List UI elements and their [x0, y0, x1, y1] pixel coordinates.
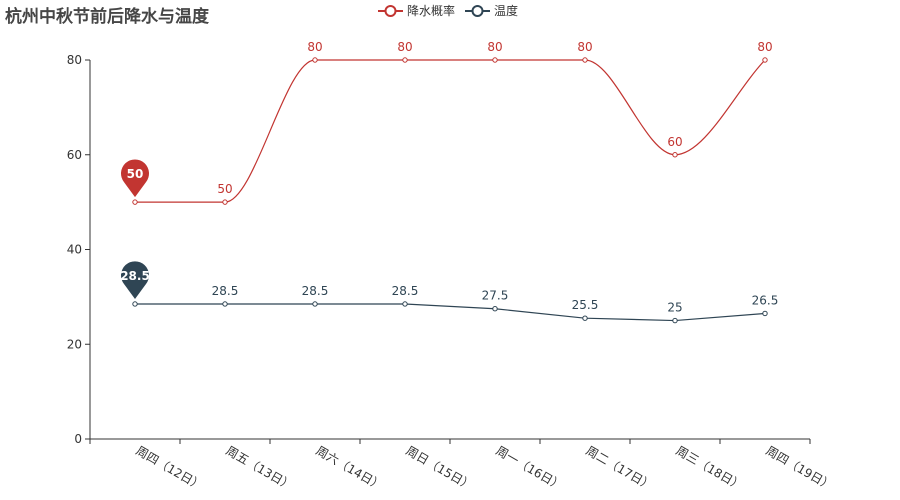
- data-label: 26.5: [752, 293, 779, 307]
- x-tick-label: 周五（13日）: [224, 443, 296, 493]
- y-tick-label: 0: [74, 432, 82, 446]
- legend-temperature-icon: [465, 4, 491, 17]
- legend: 降水概率 温度: [378, 2, 518, 19]
- data-point[interactable]: [672, 152, 678, 158]
- legend-item-temperature[interactable]: 温度: [465, 2, 518, 19]
- markpoint-pin[interactable]: [121, 261, 150, 299]
- data-point[interactable]: [762, 310, 768, 317]
- data-point[interactable]: [582, 57, 588, 63]
- data-label: 50: [217, 182, 232, 196]
- data-point[interactable]: [132, 199, 138, 205]
- data-label: 25.5: [572, 298, 599, 312]
- data-point[interactable]: [492, 57, 498, 63]
- data-label: 80: [487, 40, 502, 54]
- data-point[interactable]: [492, 306, 498, 312]
- x-tick-label: 周六（14日）: [314, 443, 386, 493]
- chart-title: 杭州中秋节前后降水与温度: [5, 7, 209, 27]
- legend-label-precipitation: 降水概率: [407, 4, 456, 18]
- data-point[interactable]: [132, 301, 138, 307]
- data-label: 28.5: [212, 284, 239, 298]
- data-label: 28.5: [302, 284, 329, 298]
- data-point[interactable]: [762, 57, 768, 63]
- series-line-0: [135, 59, 766, 203]
- y-tick-label: 60: [67, 148, 82, 162]
- x-tick-label: 周四（12日）: [134, 443, 206, 493]
- data-label: 80: [307, 40, 322, 54]
- data-point[interactable]: [582, 315, 588, 321]
- legend-item-precipitation[interactable]: 降水概率: [378, 2, 455, 19]
- data-label: 25: [667, 301, 682, 315]
- data-point[interactable]: [312, 301, 318, 307]
- data-point[interactable]: [222, 199, 228, 205]
- series-line-1: [135, 303, 766, 322]
- y-tick-label: 40: [67, 243, 82, 257]
- x-tick-label: 周三（18日）: [674, 443, 746, 493]
- y-tick-label: 80: [67, 53, 82, 67]
- data-label: 27.5: [482, 289, 509, 303]
- x-tick-label: 周一（16日）: [494, 443, 566, 493]
- markpoint-pin[interactable]: [121, 159, 150, 198]
- data-point[interactable]: [402, 57, 408, 63]
- markpoint-label: 50: [127, 167, 144, 181]
- markpoint-label: 28.5: [120, 269, 150, 283]
- data-label: 80: [577, 40, 592, 54]
- data-point[interactable]: [312, 57, 318, 63]
- x-tick-label: 周日（15日）: [404, 443, 476, 493]
- data-label: 28.5: [392, 284, 419, 298]
- data-point[interactable]: [222, 301, 228, 307]
- data-label: 80: [757, 40, 772, 54]
- legend-precipitation-icon: [378, 4, 403, 17]
- legend-label-temperature: 温度: [494, 4, 519, 18]
- data-point[interactable]: [672, 317, 678, 324]
- y-tick-label: 20: [67, 337, 82, 351]
- x-tick-label: 周二（17日）: [584, 443, 656, 493]
- data-point[interactable]: [402, 301, 408, 307]
- data-label: 60: [667, 135, 682, 149]
- x-tick-label: 周四（19日）: [764, 443, 836, 493]
- data-label: 80: [397, 40, 412, 54]
